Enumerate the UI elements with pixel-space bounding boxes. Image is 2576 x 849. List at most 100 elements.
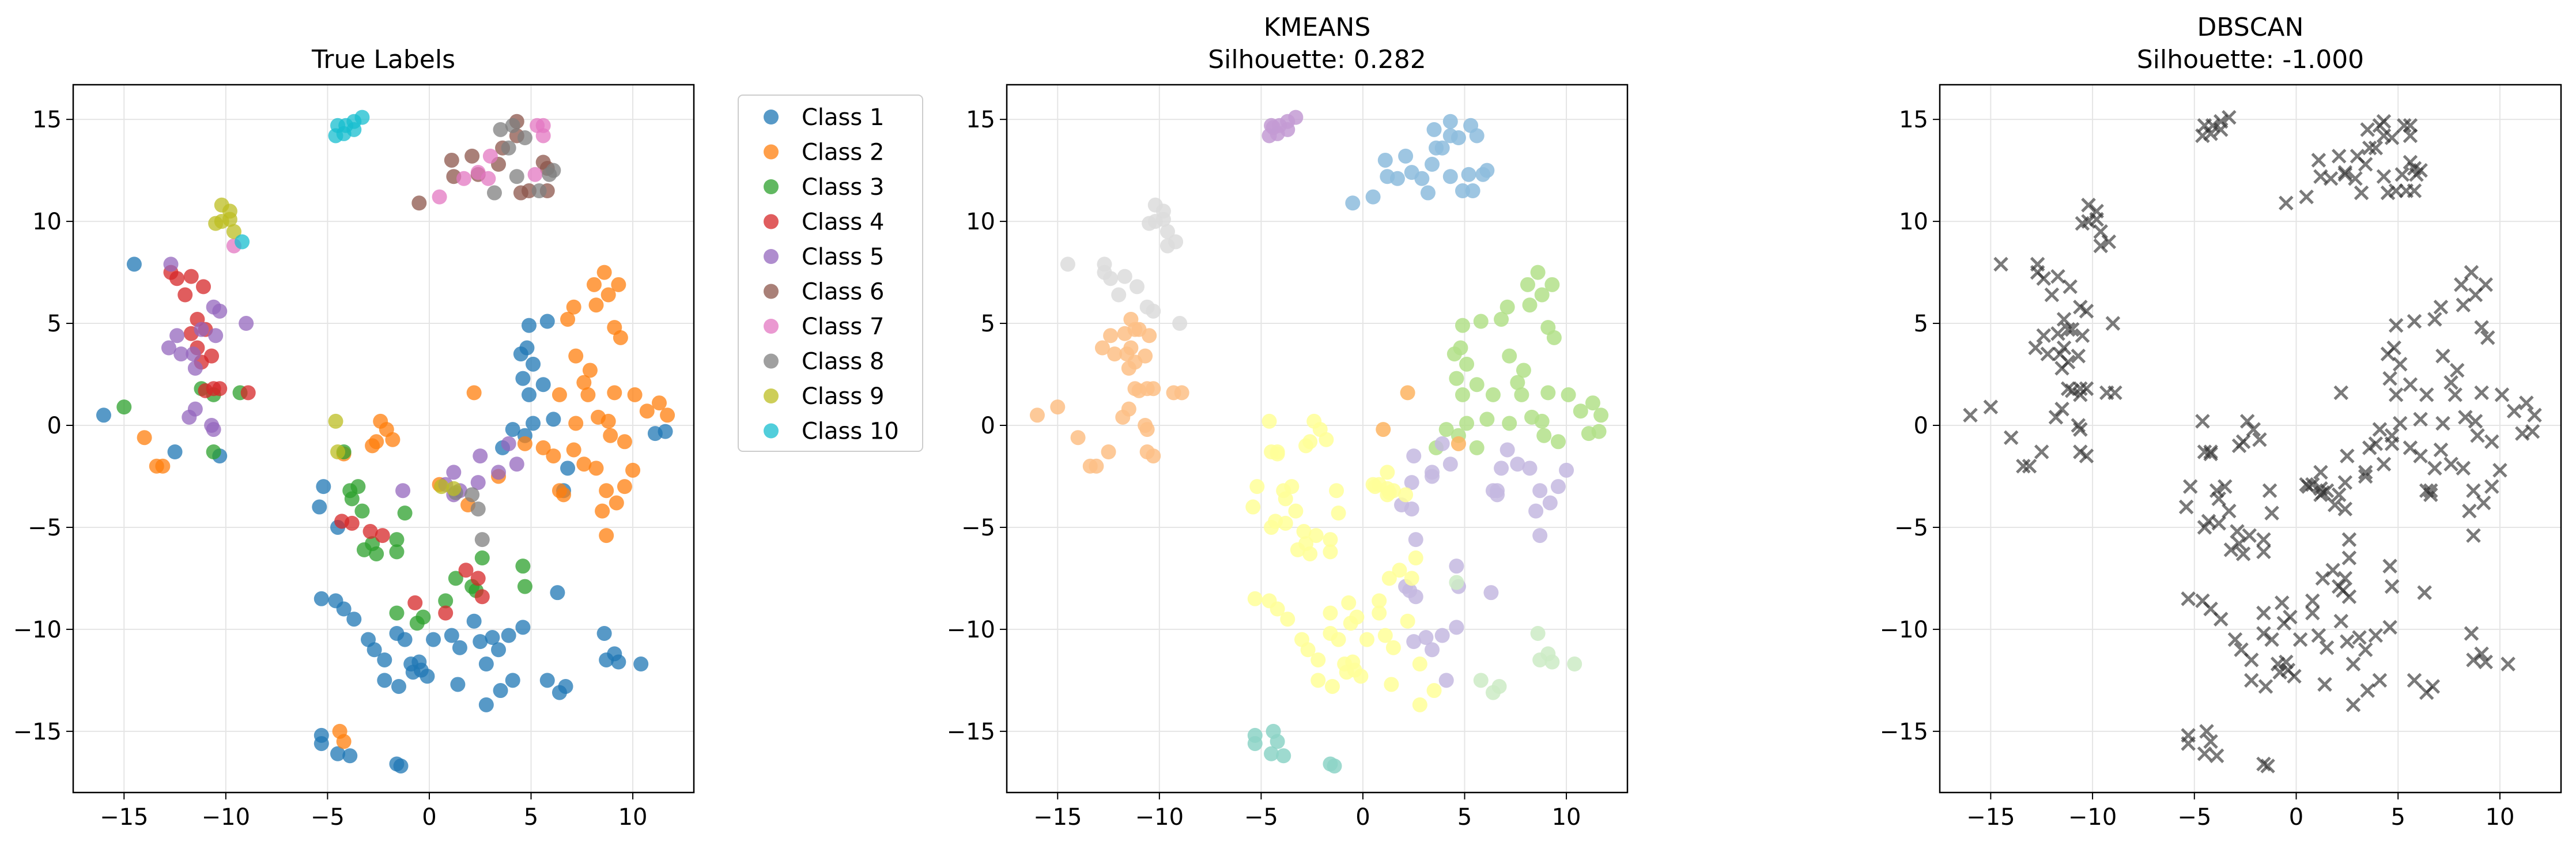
data-point — [2527, 407, 2542, 423]
x-tick-label: 10 — [2486, 804, 2515, 831]
data-point — [1479, 412, 1495, 427]
data-point — [2474, 385, 2489, 401]
data-point — [1070, 430, 1086, 446]
data-point — [2484, 479, 2499, 494]
data-point — [2211, 516, 2226, 531]
data-point — [1520, 277, 1535, 292]
data-point — [2372, 422, 2388, 437]
x-tick-label: −15 — [1966, 804, 2015, 831]
data-point — [2313, 481, 2328, 496]
y-tick-label: 15 — [32, 107, 62, 133]
data-point — [2433, 299, 2449, 315]
data-point — [658, 424, 673, 439]
data-point — [336, 734, 352, 749]
data-point — [2413, 412, 2428, 427]
legend-marker — [764, 353, 779, 369]
data-point — [346, 612, 362, 627]
data-point — [1573, 403, 1588, 419]
data-point — [1372, 477, 1387, 492]
data-point — [1323, 544, 1338, 560]
data-point — [1103, 271, 1119, 286]
data-point — [1469, 440, 1485, 455]
data-point — [1479, 163, 1495, 178]
data-point — [2323, 171, 2339, 186]
data-point — [1963, 407, 1978, 423]
x-tick-label: −5 — [311, 804, 345, 831]
data-point — [2403, 377, 2418, 392]
data-point — [1131, 383, 1147, 398]
data-point — [2331, 149, 2347, 164]
data-point — [183, 269, 199, 284]
legend-label: Class 8 — [802, 349, 884, 375]
chart-subtitle: Silhouette: 0.282 — [1208, 45, 1426, 74]
chart-title: DBSCAN — [2197, 13, 2304, 42]
data-point — [1345, 195, 1361, 211]
data-point — [1522, 461, 1538, 476]
data-point — [2016, 459, 2031, 474]
data-point — [552, 685, 567, 700]
data-point — [1380, 487, 1395, 503]
data-point — [535, 154, 551, 170]
data-point — [313, 591, 329, 606]
data-point — [2337, 165, 2353, 180]
data-point — [2325, 563, 2340, 578]
data-point — [1247, 736, 1263, 752]
data-point — [1542, 495, 1558, 511]
legend-label: Class 10 — [802, 418, 899, 445]
data-point — [2275, 595, 2290, 610]
data-point — [1398, 148, 1414, 164]
data-point — [2052, 346, 2068, 361]
x-tick-label: 10 — [618, 804, 648, 831]
y-tick-label: 5 — [47, 311, 62, 337]
data-point — [444, 628, 459, 643]
data-point — [2301, 479, 2316, 494]
data-point — [600, 287, 616, 303]
data-point — [1404, 571, 1419, 586]
data-point — [2182, 479, 2198, 494]
data-point — [517, 579, 532, 594]
data-point — [596, 265, 612, 280]
data-point — [2340, 634, 2355, 649]
data-point — [1323, 605, 1338, 621]
data-point — [466, 385, 482, 401]
data-point — [473, 634, 488, 650]
data-point — [426, 632, 441, 647]
data-point — [2376, 169, 2392, 184]
data-point — [470, 475, 486, 490]
data-point — [521, 318, 537, 333]
data-point — [1510, 375, 1525, 390]
data-point — [1485, 387, 1501, 402]
data-point — [1060, 256, 1075, 272]
data-point — [2239, 414, 2255, 429]
legend-marker — [764, 284, 779, 299]
data-point — [389, 532, 405, 548]
data-point — [1516, 363, 1531, 378]
data-point — [155, 458, 171, 474]
data-point — [2054, 361, 2069, 376]
y-tick-label: 0 — [981, 413, 995, 439]
data-point — [434, 479, 450, 495]
legend-marker — [764, 179, 779, 194]
x-tick-label: −5 — [2177, 804, 2211, 831]
data-point — [611, 654, 626, 670]
y-tick-label: 10 — [1899, 209, 1928, 235]
data-point — [2178, 499, 2194, 515]
data-point — [2384, 130, 2400, 145]
data-point — [1298, 438, 1314, 454]
data-point — [2075, 328, 2090, 344]
data-point — [1398, 487, 1414, 503]
data-point — [438, 593, 454, 609]
data-points — [1963, 110, 2542, 773]
legend-label: Class 2 — [802, 139, 884, 166]
data-point — [393, 758, 409, 773]
data-point — [2036, 271, 2052, 286]
data-point — [505, 673, 520, 688]
data-point — [1449, 371, 1464, 386]
data-point — [2022, 459, 2037, 474]
data-point — [1117, 269, 1132, 284]
data-point — [2305, 605, 2320, 621]
data-point — [1446, 346, 1462, 362]
data-point — [2427, 461, 2442, 476]
data-point — [2403, 128, 2418, 144]
data-point — [1142, 328, 1157, 344]
